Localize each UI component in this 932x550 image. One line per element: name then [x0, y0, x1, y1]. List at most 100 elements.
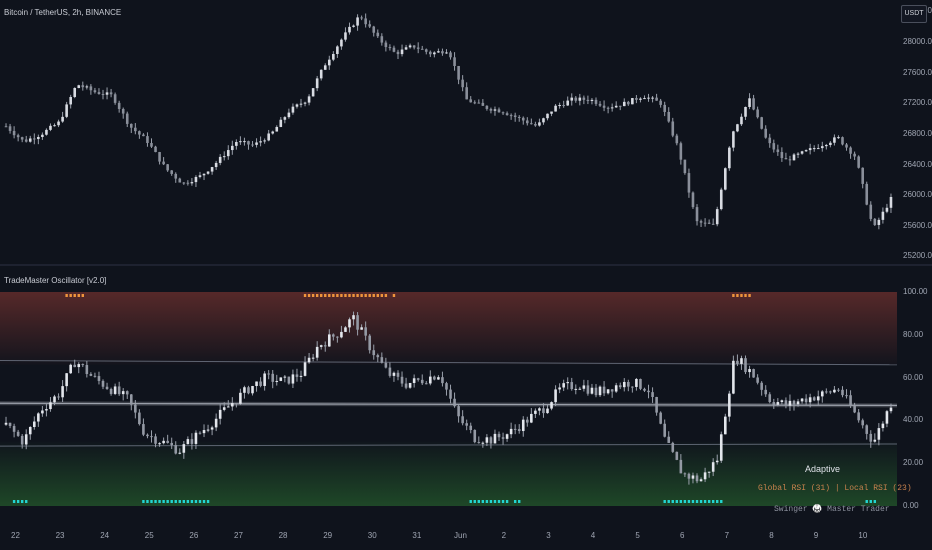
candle-body: [117, 102, 121, 109]
candle-body: [327, 59, 331, 66]
oversold-marker: [190, 500, 194, 503]
candle-body: [546, 113, 549, 119]
time-tick-label: 26: [189, 531, 199, 540]
rsi-settings-label: Global RSI (31) | Local RSI (23): [758, 484, 912, 493]
oversold-marker: [663, 500, 666, 503]
osc-candle: [259, 381, 262, 386]
candle-body: [271, 131, 275, 134]
osc-candle: [344, 327, 347, 332]
overbought-marker: [332, 294, 335, 297]
candle-body: [521, 117, 525, 121]
oversold-marker: [186, 500, 190, 503]
candle-body: [449, 52, 452, 58]
candle-body: [255, 142, 258, 145]
osc-candle: [404, 383, 408, 388]
osc-candle: [800, 398, 804, 402]
price-axis[interactable]: 28400.0028000.0027600.0027200.0026800.00…: [897, 0, 932, 264]
overbought-marker: [340, 294, 343, 297]
oscillator-chart[interactable]: [0, 266, 897, 510]
osc-candle: [231, 403, 234, 407]
oversold-marker: [16, 500, 20, 503]
osc-candle: [311, 357, 315, 359]
candle-body: [610, 107, 614, 109]
candle-body: [372, 26, 376, 33]
candle-body: [295, 104, 299, 107]
indicator-title[interactable]: TradeMaster Oscillator [v2.0]: [4, 276, 107, 285]
price-tick-label: 26000.00: [903, 190, 932, 200]
osc-candle: [384, 362, 388, 368]
osc-candle: [562, 383, 565, 388]
candle-body: [267, 133, 270, 141]
candle-body: [424, 49, 428, 52]
osc-candle: [602, 386, 606, 394]
overbought-marker: [320, 294, 323, 297]
candle-body: [16, 135, 20, 138]
osc-candle: [841, 389, 844, 396]
osc-candle: [691, 475, 695, 479]
candle-body: [166, 164, 169, 171]
candle-body: [857, 156, 860, 168]
candle-body: [744, 106, 747, 117]
osc-candle: [505, 434, 509, 439]
overbought-marker: [376, 294, 379, 297]
osc-candle: [198, 432, 202, 434]
price-tick-label: 25600.00: [903, 220, 932, 230]
oversold-marker: [174, 500, 177, 503]
osc-candle: [857, 412, 860, 421]
osc-candle: [784, 400, 788, 406]
osc-candle: [416, 378, 420, 380]
osc-candle: [881, 423, 885, 429]
candle-body: [853, 153, 856, 157]
candle-body: [437, 51, 440, 53]
candle-body: [340, 39, 343, 47]
osc-candle: [833, 389, 836, 393]
candle-body: [33, 138, 36, 140]
candle-body: [841, 137, 844, 145]
candle-body: [643, 98, 646, 100]
candle-body: [667, 111, 671, 122]
osc-candle: [558, 387, 561, 390]
oversold-zone: [0, 441, 897, 506]
oversold-marker: [206, 500, 210, 503]
candle-body: [142, 134, 145, 137]
pane-divider[interactable]: [0, 264, 932, 266]
overbought-marker: [356, 294, 359, 297]
oversold-marker: [146, 500, 149, 503]
osc-candle: [740, 358, 743, 364]
osc-candle: [570, 382, 574, 390]
candle-body: [404, 47, 408, 50]
candle-body: [845, 144, 848, 148]
oscillator-axis[interactable]: 100.00 80.00 60.00 40.00 20.00 0.00: [897, 266, 932, 510]
osc-candle: [303, 362, 307, 376]
oversold-marker: [12, 500, 16, 503]
osc-candle: [675, 451, 679, 460]
candle-body: [554, 105, 557, 112]
candle-body: [134, 127, 137, 132]
osc-candle: [214, 418, 218, 428]
osc-candle: [635, 378, 638, 387]
candle-body: [287, 112, 291, 118]
candle-body: [178, 178, 182, 183]
osc-candle: [279, 377, 283, 381]
osc-candle: [247, 387, 250, 394]
osc-candle: [752, 369, 755, 378]
osc-candle: [768, 394, 772, 403]
price-chart[interactable]: [0, 0, 897, 264]
overbought-marker: [81, 294, 84, 297]
candle-body: [129, 123, 133, 128]
time-axis[interactable]: 22 23 24 25 26 27 28 29 30 31 Jun 2 3 4 5 6 7 8 9 10: [0, 520, 897, 550]
candle-body: [73, 88, 77, 97]
osc-candle: [764, 389, 768, 395]
candle-body: [412, 45, 416, 48]
candle-body: [655, 97, 658, 101]
candle-body: [239, 141, 242, 143]
currency-button[interactable]: USDT: [901, 5, 927, 23]
candle-body: [8, 126, 12, 131]
candle-body: [812, 148, 816, 150]
osc-candle: [142, 424, 145, 435]
candle-body: [675, 135, 679, 144]
overbought-marker: [77, 294, 80, 297]
time-tick-label: 10: [858, 531, 868, 540]
osc-candle: [627, 381, 630, 387]
candle-body: [837, 137, 840, 139]
